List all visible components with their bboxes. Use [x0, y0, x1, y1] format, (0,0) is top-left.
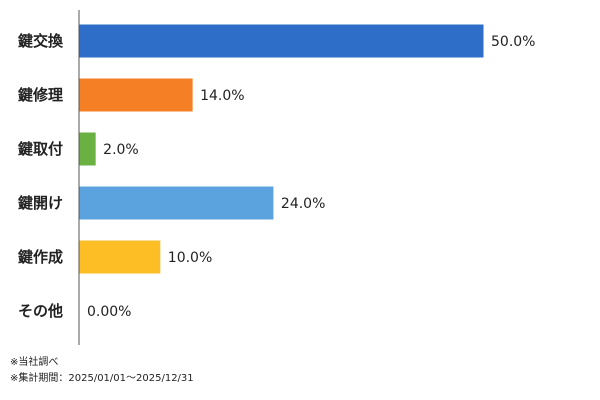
bar — [79, 78, 193, 112]
value-label: 0.00% — [87, 304, 131, 320]
category-label: 鍵交換 — [18, 32, 64, 50]
value-label: 14.0% — [200, 88, 244, 104]
bar-chart: 鍵交換 50.0% 鍵修理 14.0% 鍵取付 2.0% 鍵開け 24.0% 鍵作成 10.0% そ… — [18, 10, 535, 345]
value-label: 2.0% — [103, 142, 139, 158]
category-label: 鍵開け — [18, 194, 63, 212]
value-label: 50.0% — [491, 34, 535, 50]
bar — [79, 186, 274, 220]
category-label: 鍵修理 — [18, 86, 63, 104]
category-label: 鍵作成 — [18, 248, 63, 266]
bar — [79, 24, 484, 58]
category-label: その他 — [18, 302, 63, 320]
source-note: ※当社調べ — [10, 357, 59, 368]
category-label: 鍵取付 — [18, 140, 63, 158]
value-label: 24.0% — [281, 196, 325, 212]
bar — [79, 240, 161, 274]
value-label: 10.0% — [168, 250, 212, 266]
footnotes: ※当社調べ ※集計期間：2025/01/01～2025/12/31 — [10, 355, 194, 387]
bar — [79, 132, 96, 166]
period-note: ※集計期間：2025/01/01～2025/12/31 — [10, 373, 194, 384]
